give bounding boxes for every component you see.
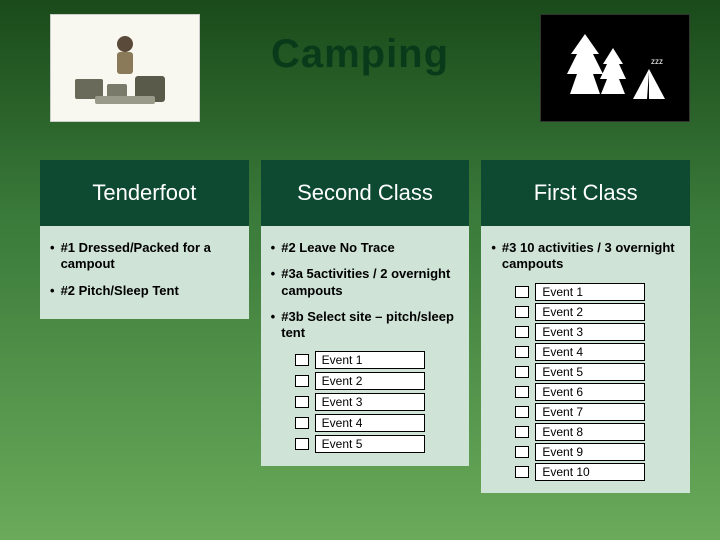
bullet-item: • #2 Pitch/Sleep Tent bbox=[50, 283, 239, 299]
event-item: Event 3 bbox=[295, 393, 460, 411]
event-item: Event 5 bbox=[515, 363, 680, 381]
columns-container: Tenderfoot • #1 Dressed/Packed for a cam… bbox=[40, 160, 690, 493]
bullet-dot: • bbox=[491, 240, 496, 273]
event-item: Event 1 bbox=[515, 283, 680, 301]
event-list: Event 1 Event 2 Event 3 Event 4 bbox=[515, 283, 680, 481]
checkbox-icon[interactable] bbox=[515, 326, 529, 338]
bullet-text: #2 Leave No Trace bbox=[281, 240, 394, 256]
bullet-text: #1 Dressed/Packed for a campout bbox=[61, 240, 239, 273]
event-label: Event 2 bbox=[315, 372, 425, 390]
bullet-dot: • bbox=[271, 240, 276, 256]
column-header: Second Class bbox=[261, 160, 470, 226]
slide-title: Camping bbox=[0, 32, 720, 77]
checkbox-icon[interactable] bbox=[295, 396, 309, 408]
event-item: Event 8 bbox=[515, 423, 680, 441]
event-label: Event 1 bbox=[535, 283, 645, 301]
column-body: • #3 10 activities / 3 overnight campout… bbox=[481, 226, 690, 493]
event-label: Event 9 bbox=[535, 443, 645, 461]
event-list: Event 1 Event 2 Event 3 Event 4 bbox=[295, 351, 460, 453]
event-label: Event 3 bbox=[315, 393, 425, 411]
checkbox-icon[interactable] bbox=[515, 406, 529, 418]
bullet-text: #2 Pitch/Sleep Tent bbox=[61, 283, 179, 299]
column-header: First Class bbox=[481, 160, 690, 226]
event-label: Event 5 bbox=[315, 435, 425, 453]
checkbox-icon[interactable] bbox=[515, 466, 529, 478]
bullet-dot: • bbox=[50, 283, 55, 299]
bullet-dot: • bbox=[50, 240, 55, 273]
slide: zzz Camping Tenderfoot • #1 Dressed/Pack… bbox=[0, 0, 720, 540]
event-label: Event 5 bbox=[535, 363, 645, 381]
event-label: Event 2 bbox=[535, 303, 645, 321]
checkbox-icon[interactable] bbox=[515, 386, 529, 398]
bullet-text: #3 10 activities / 3 overnight campouts bbox=[502, 240, 680, 273]
event-item: Event 7 bbox=[515, 403, 680, 421]
bullet-item: • #3b Select site – pitch/sleep tent bbox=[271, 309, 460, 342]
event-item: Event 2 bbox=[515, 303, 680, 321]
event-label: Event 6 bbox=[535, 383, 645, 401]
event-label: Event 3 bbox=[535, 323, 645, 341]
event-label: Event 7 bbox=[535, 403, 645, 421]
bullet-text: #3a 5activities / 2 overnight campouts bbox=[281, 266, 459, 299]
column-body: • #1 Dressed/Packed for a campout • #2 P… bbox=[40, 226, 249, 319]
bullet-dot: • bbox=[271, 266, 276, 299]
checkbox-icon[interactable] bbox=[295, 417, 309, 429]
bullet-dot: • bbox=[271, 309, 276, 342]
bullet-item: • #3a 5activities / 2 overnight campouts bbox=[271, 266, 460, 299]
bullet-item: • #3 10 activities / 3 overnight campout… bbox=[491, 240, 680, 273]
event-item: Event 5 bbox=[295, 435, 460, 453]
checkbox-icon[interactable] bbox=[295, 354, 309, 366]
event-item: Event 9 bbox=[515, 443, 680, 461]
event-item: Event 4 bbox=[295, 414, 460, 432]
event-item: Event 2 bbox=[295, 372, 460, 390]
checkbox-icon[interactable] bbox=[515, 306, 529, 318]
event-label: Event 8 bbox=[535, 423, 645, 441]
event-label: Event 4 bbox=[315, 414, 425, 432]
event-item: Event 6 bbox=[515, 383, 680, 401]
column-first-class: First Class • #3 10 activities / 3 overn… bbox=[481, 160, 690, 493]
event-item: Event 1 bbox=[295, 351, 460, 369]
column-second-class: Second Class • #2 Leave No Trace • #3a 5… bbox=[261, 160, 470, 493]
bullet-item: • #1 Dressed/Packed for a campout bbox=[50, 240, 239, 273]
column-header: Tenderfoot bbox=[40, 160, 249, 226]
event-label: Event 4 bbox=[535, 343, 645, 361]
checkbox-icon[interactable] bbox=[295, 438, 309, 450]
bullet-text: #3b Select site – pitch/sleep tent bbox=[281, 309, 459, 342]
column-tenderfoot: Tenderfoot • #1 Dressed/Packed for a cam… bbox=[40, 160, 249, 493]
event-item: Event 3 bbox=[515, 323, 680, 341]
checkbox-icon[interactable] bbox=[515, 286, 529, 298]
event-label: Event 1 bbox=[315, 351, 425, 369]
checkbox-icon[interactable] bbox=[295, 375, 309, 387]
event-item: Event 4 bbox=[515, 343, 680, 361]
checkbox-icon[interactable] bbox=[515, 426, 529, 438]
checkbox-icon[interactable] bbox=[515, 366, 529, 378]
checkbox-icon[interactable] bbox=[515, 346, 529, 358]
event-item: Event 10 bbox=[515, 463, 680, 481]
event-label: Event 10 bbox=[535, 463, 645, 481]
checkbox-icon[interactable] bbox=[515, 446, 529, 458]
bullet-item: • #2 Leave No Trace bbox=[271, 240, 460, 256]
column-body: • #2 Leave No Trace • #3a 5activities / … bbox=[261, 226, 470, 466]
